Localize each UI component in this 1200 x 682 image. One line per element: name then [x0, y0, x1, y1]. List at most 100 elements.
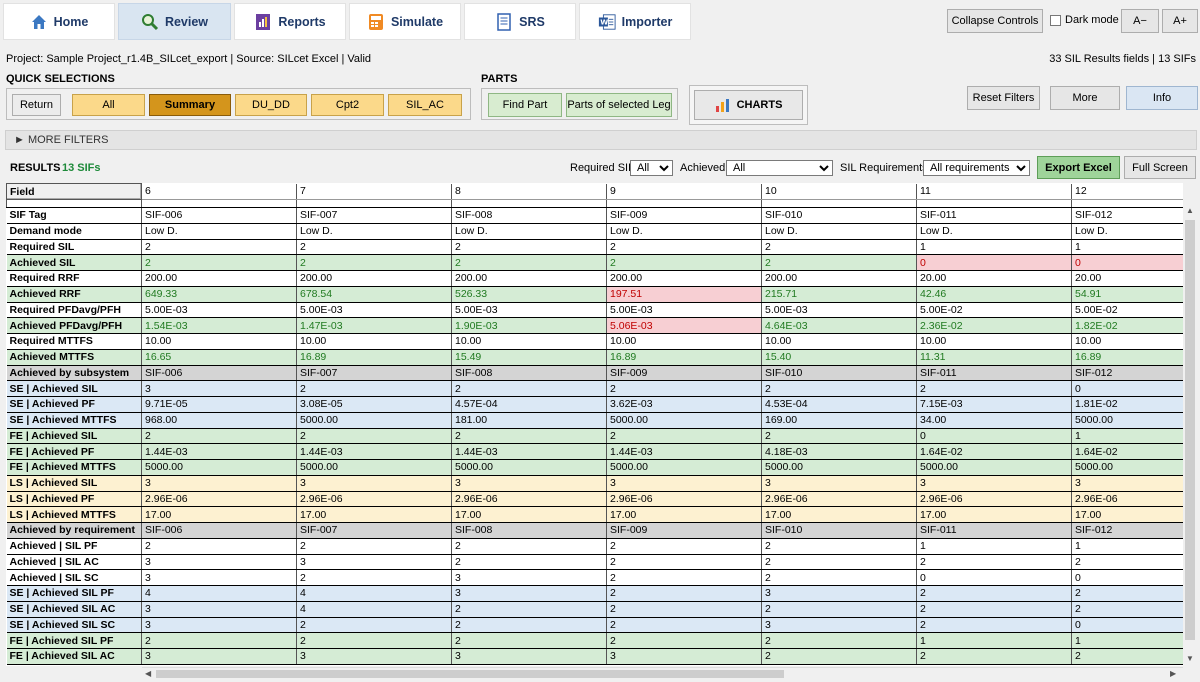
table-cell[interactable]: SIF-010: [761, 522, 917, 539]
table-cell[interactable]: 2: [296, 380, 452, 397]
table-cell[interactable]: 1.82E-02: [1071, 317, 1183, 334]
table-row[interactable]: FE | Achieved SIL PF 2 2 2 2 2 1 1: [6, 632, 1183, 649]
table-cell[interactable]: 2: [761, 569, 917, 586]
achieved-select[interactable]: All: [726, 160, 833, 176]
column-header-cell[interactable]: 8: [451, 183, 607, 200]
table-cell[interactable]: 5000.00: [451, 459, 607, 476]
table-cell[interactable]: 3: [761, 617, 917, 634]
tab-reports[interactable]: Reports: [234, 3, 346, 40]
table-cell[interactable]: 2: [916, 554, 1072, 571]
collapse-controls-button[interactable]: Collapse Controls: [947, 9, 1043, 33]
table-cell[interactable]: 3: [296, 475, 452, 492]
quick-all-button[interactable]: All: [72, 94, 145, 116]
table-row[interactable]: LS | Achieved MTTFS 17.00 17.00 17.00 17.00 1…: [6, 506, 1183, 523]
table-cell[interactable]: 181.00: [451, 412, 607, 429]
table-cell[interactable]: 5000.00: [606, 412, 762, 429]
table-cell[interactable]: 3.62E-03: [606, 396, 762, 413]
table-cell[interactable]: 2: [761, 239, 917, 256]
font-decrease-button[interactable]: A−: [1121, 9, 1159, 33]
table-cell[interactable]: 3: [451, 648, 607, 665]
table-cell[interactable]: 3: [141, 554, 297, 571]
table-row[interactable]: Required RRF 200.00 200.00 200.00 200.00 200.…: [6, 270, 1183, 287]
table-cell[interactable]: 0: [916, 254, 1072, 271]
table-cell[interactable]: 17.00: [606, 506, 762, 523]
table-cell[interactable]: 0: [916, 569, 1072, 586]
table-cell[interactable]: 2.96E-06: [916, 491, 1072, 508]
table-cell[interactable]: 5.06E-03: [606, 317, 762, 334]
table-cell[interactable]: SIF-006: [141, 365, 297, 382]
table-cell[interactable]: 2: [761, 601, 917, 618]
table-cell[interactable]: 3: [451, 569, 607, 586]
table-cell[interactable]: 10.00: [916, 333, 1072, 350]
table-cell[interactable]: 2: [916, 648, 1072, 665]
table-cell[interactable]: 3: [141, 617, 297, 634]
column-header-cell[interactable]: 11: [916, 183, 1072, 200]
table-cell[interactable]: 7.15E-03: [916, 396, 1072, 413]
table-cell[interactable]: 5000.00: [141, 459, 297, 476]
table-cell[interactable]: 2: [606, 254, 762, 271]
table-cell[interactable]: 2.96E-06: [296, 491, 452, 508]
table-cell[interactable]: 2.96E-06: [451, 491, 607, 508]
table-cell[interactable]: 526.33: [451, 286, 607, 303]
table-cell[interactable]: Low D.: [451, 223, 607, 240]
table-cell[interactable]: 2: [296, 428, 452, 445]
table-cell[interactable]: 2: [606, 554, 762, 571]
required-sil-select[interactable]: All: [630, 160, 673, 176]
table-cell[interactable]: 1: [1071, 538, 1183, 555]
table-cell[interactable]: 2: [451, 617, 607, 634]
table-cell[interactable]: SIF-007: [296, 365, 452, 382]
scroll-right-icon[interactable]: ▶: [1170, 669, 1177, 678]
table-cell[interactable]: 2: [761, 428, 917, 445]
more-button[interactable]: More: [1050, 86, 1120, 110]
table-row[interactable]: Achieved by subsystem SIF-006 SIF-007 SIF-0…: [6, 365, 1183, 382]
table-row[interactable]: Achieved PFDavg/PFH 1.54E-03 1.47E-03 1.90E…: [6, 317, 1183, 334]
table-cell[interactable]: 2: [451, 428, 607, 445]
table-cell[interactable]: 5000.00: [1071, 459, 1183, 476]
table-cell[interactable]: 1.81E-02: [1071, 396, 1183, 413]
scroll-down-icon[interactable]: ▼: [1186, 654, 1194, 663]
table-cell[interactable]: SIF-008: [451, 522, 607, 539]
table-cell[interactable]: 3: [451, 585, 607, 602]
table-cell[interactable]: 200.00: [606, 270, 762, 287]
table-cell[interactable]: 10.00: [141, 333, 297, 350]
table-cell[interactable]: 4.18E-03: [761, 443, 917, 460]
table-cell[interactable]: 3: [606, 648, 762, 665]
table-cell[interactable]: 3.08E-05: [296, 396, 452, 413]
table-cell[interactable]: 2: [606, 601, 762, 618]
reset-filters-button[interactable]: Reset Filters: [967, 86, 1040, 110]
table-cell[interactable]: 2: [296, 617, 452, 634]
table-cell[interactable]: 2: [761, 254, 917, 271]
table-cell[interactable]: 15.40: [761, 349, 917, 366]
table-row[interactable]: SIF Tag SIF-006 SIF-007 SIF-008 SIF-009 SIF-0…: [6, 207, 1183, 224]
table-row[interactable]: Achieved RRF 649.33 678.54 526.33 197.51 215.…: [6, 286, 1183, 303]
table-cell[interactable]: 2: [1071, 601, 1183, 618]
table-cell[interactable]: 10.00: [296, 333, 452, 350]
table-row[interactable]: Achieved SIL 2 2 2 2 2 0 0: [6, 254, 1183, 271]
table-cell[interactable]: 215.71: [761, 286, 917, 303]
results-grid[interactable]: Field 6 7 8 9 10 11 12 SIF Tag SIF-006 SIF-007 SIF-…: [6, 183, 1183, 666]
table-cell[interactable]: 200.00: [451, 270, 607, 287]
table-cell[interactable]: SIF-012: [1071, 207, 1183, 224]
table-cell[interactable]: 2: [296, 254, 452, 271]
table-cell[interactable]: 3: [141, 380, 297, 397]
table-cell[interactable]: 2: [451, 538, 607, 555]
table-cell[interactable]: 2.96E-06: [761, 491, 917, 508]
font-increase-button[interactable]: A+: [1162, 9, 1198, 33]
table-row[interactable]: Required SIL 2 2 2 2 2 1 1: [6, 239, 1183, 256]
table-cell[interactable]: 5000.00: [916, 459, 1072, 476]
table-cell[interactable]: 3: [1071, 475, 1183, 492]
return-button[interactable]: Return: [12, 94, 61, 116]
table-cell[interactable]: 2: [296, 569, 452, 586]
table-cell[interactable]: 2: [606, 569, 762, 586]
column-header-cell[interactable]: 6: [141, 183, 297, 200]
table-cell[interactable]: 2: [606, 632, 762, 649]
table-row[interactable]: FE | Achieved SIL 2 2 2 2 2 0 1: [6, 428, 1183, 445]
table-cell[interactable]: SIF-010: [761, 365, 917, 382]
table-cell[interactable]: 17.00: [296, 506, 452, 523]
table-cell[interactable]: 16.89: [1071, 349, 1183, 366]
table-cell[interactable]: 5.00E-03: [141, 302, 297, 319]
table-cell[interactable]: 10.00: [451, 333, 607, 350]
quick-cpt2-button[interactable]: Cpt2: [311, 94, 384, 116]
table-cell[interactable]: 3: [761, 585, 917, 602]
table-cell[interactable]: Low D.: [1071, 223, 1183, 240]
